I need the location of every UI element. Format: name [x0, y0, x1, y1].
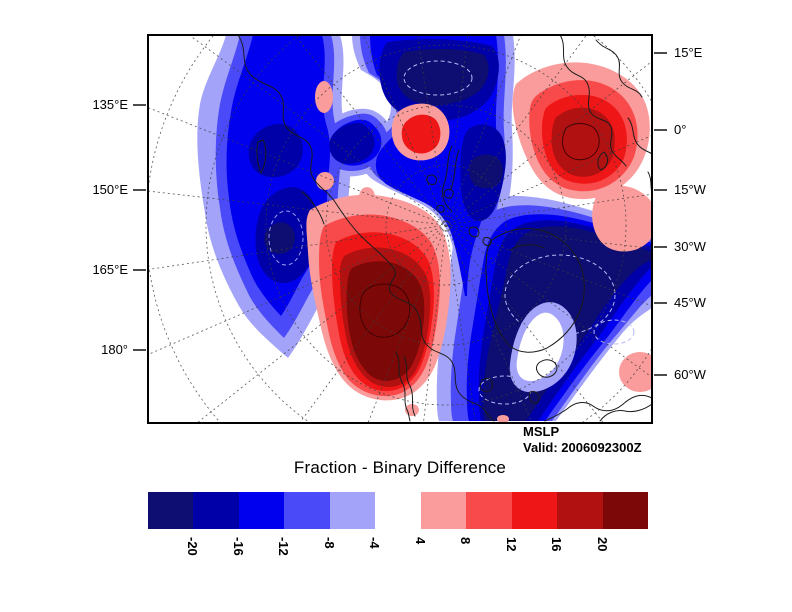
graticule	[148, 35, 652, 423]
field-name: MSLP	[523, 424, 560, 439]
negative-cell-1	[193, 492, 239, 529]
negative-tick-label: -16	[230, 537, 246, 556]
negative-anomaly-fills	[197, 35, 652, 421]
negative-cell-0	[148, 492, 194, 529]
negative-cell-2	[238, 492, 285, 529]
valid-time: Valid: 2006092300Z	[523, 440, 642, 455]
red-core-contours	[359, 123, 600, 338]
colorbar-negative-labels: -20 -16 -12 -8 -4	[148, 531, 398, 579]
positive-anomaly-fills	[306, 62, 652, 423]
negative-tick-label: -8	[321, 537, 337, 549]
colorbar-positive-labels: 4 8 12 16 20	[413, 531, 671, 579]
meridian-label-15w: 15°W	[674, 182, 706, 197]
positive-tick-label: 20	[594, 537, 610, 552]
positive-cell-3	[557, 492, 603, 529]
positive-tick-label: 16	[549, 537, 565, 552]
meridian-label-30w: 30°W	[674, 239, 706, 254]
meridian-label-180: 180°	[101, 342, 128, 357]
positive-tick-label: 8	[458, 537, 474, 545]
positive-cell-2	[511, 492, 558, 529]
positive-cell-4	[602, 492, 648, 529]
negative-tick-label: -12	[276, 537, 292, 556]
meridian-label-135e: 135°E	[92, 97, 128, 112]
negative-cell-3	[284, 492, 330, 529]
meridian-label-45w: 45°W	[674, 295, 706, 310]
meridian-label-150e: 150°E	[92, 182, 128, 197]
negative-cell-4	[329, 492, 375, 529]
negative-tick-label: -20	[185, 537, 201, 556]
meridian-label-15e: 15°E	[674, 45, 703, 60]
colorbar-positive	[421, 492, 648, 529]
coastlines	[237, 35, 652, 422]
colorbar-negative	[148, 492, 375, 529]
map-frame	[147, 34, 653, 424]
positive-cell-0	[421, 492, 467, 529]
meridian-label-60w: 60°W	[674, 367, 706, 382]
meridian-label-165e: 165°E	[92, 262, 128, 277]
meridian-label-0: 0°	[674, 122, 687, 137]
footer-annotations: MSLP Valid: 2006092300Z	[523, 424, 642, 456]
positive-cell-1	[466, 492, 512, 529]
positive-tick-label: 12	[503, 537, 519, 552]
negative-tick-label: -4	[367, 537, 382, 549]
positive-tick-label: 4	[413, 537, 428, 545]
meridian-ticks	[133, 52, 667, 376]
map-area	[148, 35, 652, 423]
plot-title: Fraction - Binary Difference	[293, 458, 507, 477]
